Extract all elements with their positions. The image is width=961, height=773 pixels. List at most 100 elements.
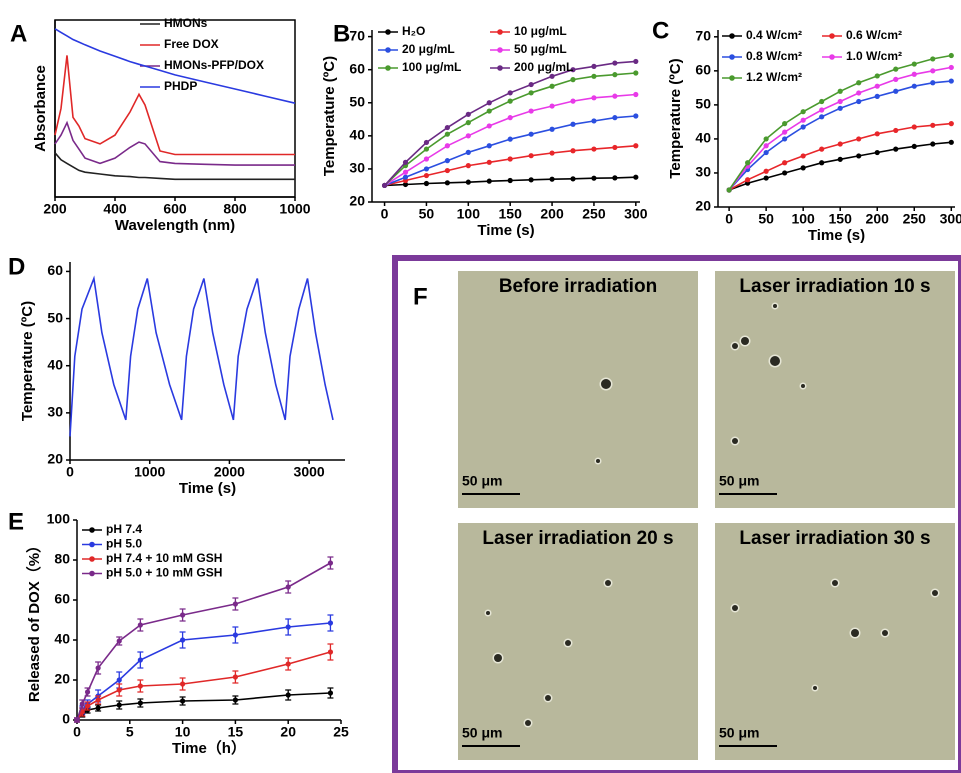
y-tick-label: 80 — [54, 551, 70, 567]
x-tick-label: 0 — [66, 464, 74, 480]
legend-label: pH 5.0 + 10 mM GSH — [106, 566, 222, 580]
data-point — [423, 172, 430, 179]
micrograph-title: Laser irradiation 10 s — [739, 276, 930, 297]
data-point — [528, 108, 534, 114]
data-point — [327, 560, 334, 566]
data-point — [95, 705, 101, 711]
data-point — [486, 178, 492, 184]
data-point — [180, 637, 186, 643]
data-point — [137, 700, 143, 706]
y-tick-label: 30 — [349, 160, 365, 176]
x-axis-title: Time（h） — [172, 739, 246, 757]
legend-label: H₂O — [402, 24, 425, 38]
data-point — [856, 80, 862, 86]
x-tick-label: 200 — [43, 201, 67, 217]
particle — [773, 304, 777, 308]
panel-f-border — [392, 255, 961, 773]
data-point — [633, 58, 639, 65]
x-tick-label: 250 — [582, 206, 606, 222]
x-tick-label: 0 — [73, 724, 81, 740]
panel-letter: C — [652, 17, 669, 44]
data-point — [327, 690, 334, 696]
data-point — [893, 127, 899, 134]
data-point — [837, 156, 843, 162]
data-point — [837, 141, 843, 147]
data-point — [837, 98, 843, 105]
data-point — [285, 692, 291, 698]
data-point — [570, 77, 576, 83]
series-line — [54, 28, 296, 104]
data-point — [402, 169, 409, 175]
legend-marker — [89, 541, 95, 548]
data-point — [444, 158, 450, 164]
data-point — [800, 165, 806, 171]
y-tick-label: 100 — [47, 511, 71, 527]
data-point — [782, 136, 788, 142]
y-tick-label: 40 — [695, 130, 711, 146]
y-axis-title: Temperature (ºC) — [667, 58, 684, 178]
x-axis-title: Wavelength (nm) — [115, 217, 235, 234]
data-point — [486, 100, 492, 106]
data-point — [570, 148, 576, 154]
data-point — [782, 121, 788, 127]
data-point — [911, 143, 917, 150]
data-point — [930, 56, 936, 62]
legend-marker — [89, 570, 95, 577]
scale-bar-label: 50 μm — [462, 473, 502, 489]
legend-marker — [497, 65, 503, 71]
data-point — [819, 98, 825, 105]
series-line — [384, 72, 636, 187]
data-point — [549, 126, 555, 132]
y-axis-title: Temperature (ºC) — [19, 301, 36, 421]
particle — [851, 629, 859, 637]
panel-letter: B — [333, 20, 350, 47]
data-point — [507, 136, 513, 142]
data-point — [893, 76, 899, 82]
y-axis-title: Temperature (ºC) — [321, 56, 338, 176]
data-point — [528, 177, 534, 183]
x-tick-label: 300 — [940, 211, 961, 227]
legend-marker — [829, 54, 835, 60]
legend-label: pH 7.4 — [106, 522, 142, 536]
data-point — [911, 124, 917, 130]
data-point — [612, 175, 618, 181]
legend-marker — [385, 65, 391, 71]
data-point — [763, 168, 769, 174]
y-axis-title: Released of DOX（%） — [25, 538, 43, 702]
data-point — [549, 103, 555, 109]
x-tick-label: 200 — [540, 206, 564, 222]
series-line — [76, 692, 331, 721]
data-point — [137, 683, 143, 689]
data-point — [782, 160, 788, 166]
particle — [494, 654, 502, 662]
micrograph — [715, 523, 955, 760]
data-point — [930, 141, 936, 147]
data-point — [95, 665, 101, 671]
data-point — [837, 105, 843, 111]
data-point — [549, 176, 555, 182]
particle — [596, 459, 600, 463]
data-point — [402, 181, 409, 188]
data-point — [800, 117, 806, 123]
data-point — [612, 144, 618, 151]
legend-marker — [497, 29, 503, 35]
particle — [545, 695, 551, 701]
data-point — [79, 701, 85, 707]
legend-marker — [89, 556, 95, 562]
y-tick-label: 60 — [54, 591, 70, 607]
data-point — [856, 98, 862, 105]
data-point — [633, 70, 639, 76]
particle — [813, 686, 817, 690]
data-point — [180, 681, 186, 687]
data-point — [528, 81, 534, 88]
y-tick-label: 60 — [695, 62, 711, 78]
legend-label: 200 μg/mL — [514, 60, 573, 74]
series-line — [54, 120, 295, 166]
legend-label: 0.6 W/cm² — [846, 28, 902, 42]
data-point — [948, 64, 954, 71]
x-tick-label: 0 — [381, 206, 389, 222]
data-point — [465, 163, 471, 169]
data-point — [507, 90, 513, 96]
data-point — [911, 61, 917, 67]
particle — [732, 438, 738, 444]
